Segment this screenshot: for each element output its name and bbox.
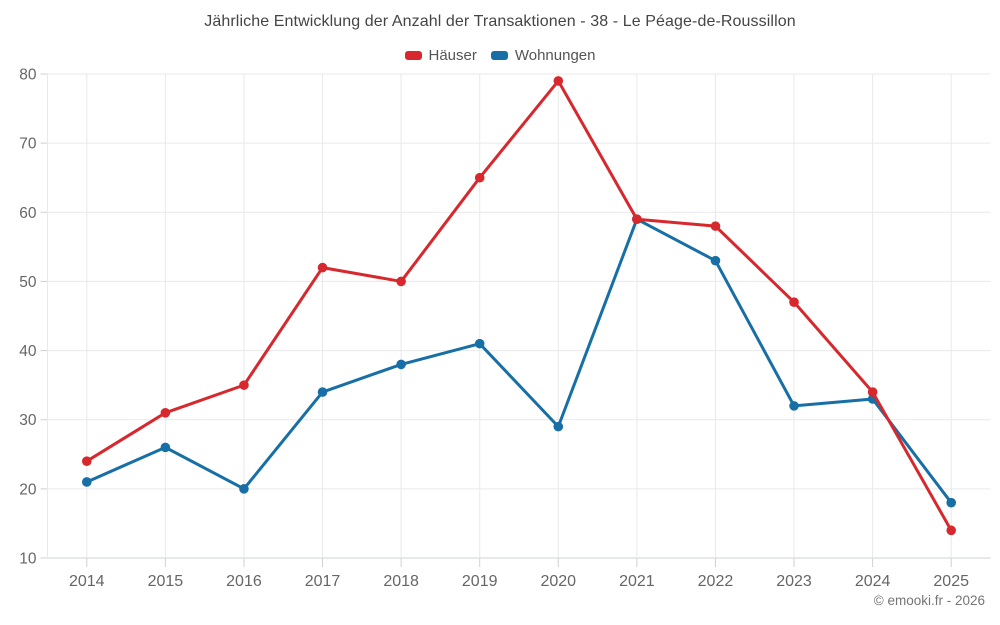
y-axis-label: 80 <box>19 67 37 84</box>
x-axis-label: 2023 <box>776 573 812 590</box>
x-axis-label: 2014 <box>69 573 105 590</box>
x-axis-label: 2024 <box>855 573 891 590</box>
y-axis-label: 70 <box>19 136 37 153</box>
y-axis-label: 40 <box>19 343 37 360</box>
data-point-wohnungen-2018 <box>396 359 406 370</box>
x-axis-label: 2022 <box>698 573 734 590</box>
data-point-wohnungen-2025 <box>946 497 957 508</box>
legend-swatch-wohnungen <box>490 51 508 60</box>
y-axis-label: 30 <box>19 412 37 429</box>
data-point-wohnungen-2019 <box>474 338 485 349</box>
data-point-haeuser-2021 <box>632 214 642 224</box>
data-point-haeuser-2015 <box>160 408 171 418</box>
data-point-wohnungen-2014 <box>81 477 92 487</box>
x-axis-label: 2020 <box>540 573 576 590</box>
data-point-haeuser-2016 <box>239 380 249 390</box>
legend-swatch-haeuser <box>404 51 422 60</box>
chart-legend: Häuser Wohnungen <box>0 47 1000 64</box>
data-point-wohnungen-2023 <box>789 401 799 411</box>
data-point-wohnungen-2022 <box>710 255 721 266</box>
legend-label-haeuser: Häuser <box>428 47 477 64</box>
series-line-wohnungen <box>85 217 953 505</box>
x-axis-label: 2016 <box>226 573 262 590</box>
legend-label-wohnungen: Wohnungen <box>514 47 596 64</box>
data-point-haeuser-2023 <box>789 297 799 307</box>
data-point-wohnungen-2016 <box>239 484 249 494</box>
x-axis-label: 2017 <box>305 573 341 590</box>
data-point-haeuser-2020 <box>553 76 564 86</box>
y-axis-label: 20 <box>19 481 37 498</box>
x-axis-label: 2019 <box>462 573 498 590</box>
data-point-haeuser-2018 <box>396 276 406 287</box>
y-axis-label: 50 <box>19 274 37 291</box>
copyright-watermark: © emooki.fr - 2026 <box>873 593 985 608</box>
data-point-wohnungen-2017 <box>317 387 328 397</box>
data-point-haeuser-2019 <box>474 172 485 183</box>
data-point-wohnungen-2020 <box>553 421 564 432</box>
data-point-haeuser-2024 <box>867 387 878 397</box>
legend-item-wohnungen[interactable]: Wohnungen <box>490 47 596 64</box>
x-axis-label: 2021 <box>619 573 655 590</box>
data-point-haeuser-2022 <box>710 221 721 231</box>
data-point-haeuser-2025 <box>946 525 957 536</box>
data-point-haeuser-2014 <box>81 456 92 467</box>
data-point-wohnungen-2015 <box>160 442 171 453</box>
chart-title: Jährliche Entwicklung der Anzahl der Tra… <box>204 13 796 30</box>
x-axis-label: 2015 <box>148 573 184 590</box>
y-axis-label: 10 <box>19 551 37 568</box>
x-axis-label: 2018 <box>383 573 419 590</box>
legend-item-haeuser[interactable]: Häuser <box>404 47 477 64</box>
x-axis-label: 2025 <box>933 573 969 590</box>
series-line-haeuser <box>85 79 953 532</box>
y-axis-label: 60 <box>19 205 37 222</box>
data-point-haeuser-2017 <box>317 262 328 273</box>
